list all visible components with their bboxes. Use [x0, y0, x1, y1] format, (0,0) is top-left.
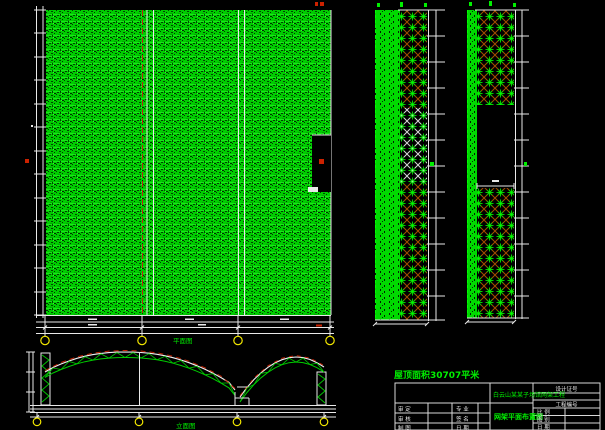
sheet-label: 图 别: [537, 416, 550, 424]
drawing-title: 网架平面布置图: [494, 412, 543, 421]
elevation-left-ladder: [26, 351, 35, 413]
area-note: 屋顶面积30707平米: [394, 369, 480, 381]
row-label: 日 期: [456, 425, 469, 430]
title-block-info: 设计证号 工程编号 比 例 图 别 日 期: [537, 385, 578, 430]
row-label: 制 图: [398, 424, 411, 430]
title-block-grid: [394, 382, 601, 430]
strip2-void: [476, 105, 515, 189]
red-marker: [25, 159, 29, 163]
arch-truss-large: [44, 350, 236, 396]
main-roof-plan: 平面图: [25, 2, 335, 346]
elevation-grid-bubbles: [32, 417, 329, 427]
strip2-solid-band: [467, 10, 477, 318]
row-label: 专 业: [456, 405, 469, 413]
row-label: 审 定: [398, 405, 411, 413]
web-zigzag: [44, 352, 236, 396]
cert-label: 设计证号: [555, 385, 578, 393]
strip2-top-markers: [469, 1, 516, 7]
date-label: 日 期: [537, 424, 550, 430]
strip1-dimension-ladder: [372, 9, 445, 327]
top-chord: [44, 351, 236, 391]
row-label: 审 核: [398, 415, 411, 423]
section-marker: [524, 162, 527, 166]
red-dash-line: [239, 355, 325, 396]
elevation-left-wall: [40, 352, 51, 406]
red-marker: [319, 159, 324, 164]
plan-bottom-dimensions: [36, 315, 334, 336]
bottom-chord: [239, 361, 325, 403]
elevation-ground-lines: [30, 405, 336, 420]
row-label: 签 名: [456, 415, 469, 423]
arch-truss-small: [239, 355, 325, 403]
plan-label: 平面图: [173, 337, 193, 345]
elevation-view: 立面图: [26, 350, 336, 430]
section-strip-2: [464, 1, 529, 325]
strip2-dimension-ladder: [464, 9, 529, 325]
elevation-label: 立面图: [176, 421, 196, 430]
title-block: 屋顶面积30707平米 审 定 审 核 制 图 专 业 签 名 日 期 白云山某…: [394, 369, 601, 430]
red-dash-line: [44, 350, 236, 389]
web-zigzag: [239, 357, 325, 403]
plan-grid-bubbles: [40, 335, 335, 346]
strip1-top-markers: [377, 2, 427, 7]
red-marker-top: [315, 2, 324, 6]
elevation-valley-step: [234, 386, 250, 405]
plan-notch: [308, 134, 331, 192]
scale-label: 比 例: [537, 408, 550, 416]
strip1-white-lattice-section: [400, 108, 427, 183]
top-chord: [239, 356, 325, 398]
section-marker: [430, 162, 434, 166]
elevation-right-wall: [316, 371, 327, 406]
title-block-signature-rows: 审 定 审 核 制 图 专 业 签 名 日 期: [398, 405, 469, 430]
plan-gridlines: [146, 10, 332, 315]
plan-left-dimension-ladder: [31, 6, 46, 318]
project-no-label: 工程编号: [555, 401, 578, 409]
strip1-solid-band: [375, 10, 400, 320]
plan-dimension-numbers: [88, 318, 322, 327]
project-name: 白云山某某子场馆网架工程: [493, 391, 565, 399]
roof-hatch-field: [46, 10, 331, 315]
section-strip-1: [372, 2, 445, 327]
